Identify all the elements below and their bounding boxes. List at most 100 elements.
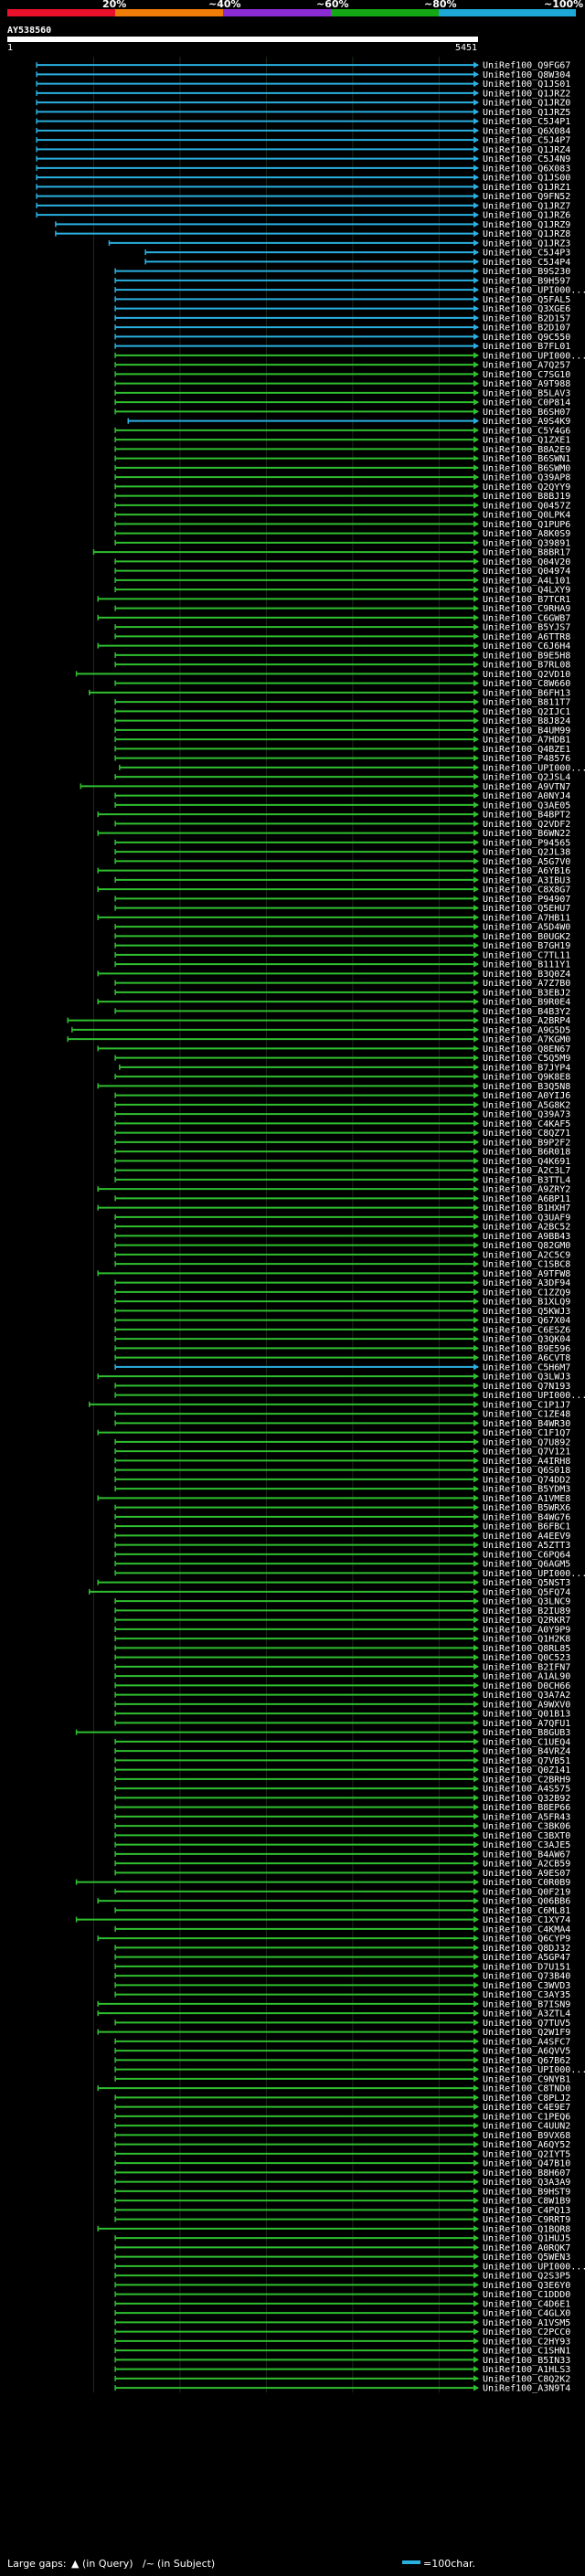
hit-row[interactable]: UniRef100_Q2QYY9 [114, 482, 570, 493]
hit-row[interactable]: UniRef100_A4SFC7 [114, 2037, 570, 2047]
hit-label[interactable]: UniRef100_A7KGM0 [483, 1035, 570, 1045]
hit-row[interactable]: UniRef100_A1VSM5 [114, 2318, 570, 2328]
hit-row[interactable]: UniRef100_B1HXH7 [97, 1203, 570, 1214]
hit-row[interactable]: UniRef100_Q5EHU7 [114, 904, 570, 914]
hit-label[interactable]: UniRef100_Q1JRZ7 [483, 201, 570, 211]
hit-label[interactable]: UniRef100_Q3QK04 [483, 1335, 570, 1345]
hit-label[interactable]: UniRef100_B8BJ19 [483, 492, 570, 502]
hit-row[interactable]: UniRef100_Q0F219 [114, 1887, 570, 1897]
hit-row[interactable]: UniRef100_B9E596 [114, 1344, 570, 1354]
hit-row[interactable]: UniRef100_B3Q0Z4 [97, 970, 570, 980]
hit-row[interactable]: UniRef100_Q6AGM5 [114, 1560, 570, 1570]
hit-row[interactable]: UniRef100_B4AW67 [114, 1850, 570, 1860]
hit-row[interactable]: UniRef100_C1SBC8 [114, 1260, 570, 1270]
hit-label[interactable]: UniRef100_Q7V121 [483, 1447, 570, 1458]
hit-row[interactable]: UniRef100_Q1JRZ6 [36, 211, 570, 221]
hit-label[interactable]: UniRef100_A7Q257 [483, 361, 570, 371]
hit-label[interactable]: UniRef100_A0YIJ6 [483, 1091, 570, 1101]
hit-row[interactable]: UniRef100_B5WRX6 [114, 1503, 570, 1513]
hit-row[interactable]: UniRef100_C5J4P4 [144, 258, 570, 268]
hit-row[interactable]: UniRef100_A4IRH8 [114, 1457, 570, 1467]
hit-row[interactable]: UniRef100_Q2IYT5 [114, 2149, 570, 2159]
hit-label[interactable]: UniRef100_A1HLS3 [483, 2365, 570, 2375]
hit-label[interactable]: UniRef100_A2C5C9 [483, 1250, 570, 1260]
hit-row[interactable]: UniRef100_B2D157 [114, 313, 570, 323]
hit-label[interactable]: UniRef100_C1F1Q7 [483, 1428, 570, 1438]
hit-label[interactable]: UniRef100_Q1JS01 [483, 80, 570, 90]
hit-row[interactable]: UniRef100_B6FBC1 [114, 1522, 570, 1532]
hit-row[interactable]: UniRef100_A0RQK7 [114, 2243, 570, 2253]
hit-row[interactable]: UniRef100_UPI000... [119, 763, 585, 773]
hit-row[interactable]: UniRef100_C7TL11 [114, 950, 570, 960]
hit-label[interactable]: UniRef100_C5J4P1 [483, 117, 570, 127]
hit-row[interactable]: UniRef100_B7FL01 [114, 342, 570, 352]
hit-row[interactable]: UniRef100_A5FR43 [114, 1812, 570, 1822]
hit-row[interactable]: UniRef100_B4BPT2 [97, 811, 570, 821]
hit-row[interactable]: UniRef100_Q04V20 [114, 557, 570, 567]
hit-label[interactable]: UniRef100_A0Y9P9 [483, 1625, 570, 1635]
hit-row[interactable]: UniRef100_Q3LWJ3 [97, 1373, 570, 1383]
hit-row[interactable]: UniRef100_Q9K8E8 [114, 1073, 570, 1083]
hit-row[interactable]: UniRef100_A9G5D5 [71, 1025, 570, 1035]
hit-row[interactable]: UniRef100_B6SWN1 [114, 454, 570, 464]
hit-label[interactable]: UniRef100_Q6X083 [483, 164, 570, 174]
hit-row[interactable]: UniRef100_Q73B40 [114, 1972, 570, 1982]
hit-label[interactable]: UniRef100_B3TTL4 [483, 1175, 570, 1185]
hit-label[interactable]: UniRef100_Q1JRZ4 [483, 145, 570, 155]
hit-row[interactable]: UniRef100_Q1HUJ5 [114, 2234, 570, 2244]
hit-row[interactable]: UniRef100_P94565 [114, 838, 570, 848]
hit-label[interactable]: UniRef100_A4IRH8 [483, 1457, 570, 1467]
hit-row[interactable]: UniRef100_B9H597 [114, 276, 570, 286]
hit-row[interactable]: UniRef100_Q82GM0 [114, 1241, 570, 1251]
hit-label[interactable]: UniRef100_B7JYP4 [483, 1063, 570, 1073]
hit-row[interactable]: UniRef100_A6YB16 [97, 866, 570, 876]
hit-label[interactable]: UniRef100_A2C3L7 [483, 1166, 570, 1176]
hit-label[interactable]: UniRef100_UPI000... [483, 2065, 585, 2075]
hit-label[interactable]: UniRef100_Q2RKR7 [483, 1616, 570, 1626]
hit-row[interactable]: UniRef100_A9S4K9 [127, 417, 570, 427]
hit-row[interactable]: UniRef100_B7RL08 [114, 661, 570, 671]
hit-label[interactable]: UniRef100_Q1JRZ1 [483, 183, 570, 193]
hit-row[interactable]: UniRef100_C3BK06 [114, 1822, 570, 1832]
hit-label[interactable]: UniRef100_B6SWM0 [483, 463, 570, 473]
hit-label[interactable]: UniRef100_Q6X084 [483, 126, 570, 136]
hit-row[interactable]: UniRef100_Q7U892 [114, 1437, 570, 1447]
hit-row[interactable]: UniRef100_B4VRZ4 [114, 1747, 570, 1757]
hit-row[interactable]: UniRef100_A6BP11 [114, 1194, 570, 1204]
hit-row[interactable]: UniRef100_Q1JRZ7 [36, 201, 570, 211]
hit-row[interactable]: UniRef100_C8W660 [114, 679, 570, 689]
hit-row[interactable]: UniRef100_A2CB59 [114, 1860, 570, 1870]
hit-label[interactable]: UniRef100_Q9FN52 [483, 192, 570, 202]
hit-label[interactable]: UniRef100_B4WR30 [483, 1419, 570, 1429]
hit-row[interactable]: UniRef100_A3DF94 [114, 1278, 570, 1288]
hit-row[interactable]: UniRef100_Q2RKR7 [114, 1616, 570, 1626]
hit-label[interactable]: UniRef100_B2D107 [483, 323, 570, 334]
hit-row[interactable]: UniRef100_Q1JS01 [36, 80, 570, 90]
hit-row[interactable]: UniRef100_B9R0E4 [97, 998, 570, 1008]
hit-label[interactable]: UniRef100_Q2JSL4 [483, 773, 570, 783]
hit-label[interactable]: UniRef100_A9TFW8 [483, 1269, 570, 1279]
hit-row[interactable]: UniRef100_B6FH13 [89, 688, 571, 698]
hit-label[interactable]: UniRef100_A5FR43 [483, 1812, 570, 1822]
hit-row[interactable]: UniRef100_C1ZE48 [114, 1410, 570, 1420]
hit-label[interactable]: UniRef100_Q5FQ74 [483, 1587, 570, 1597]
hit-row[interactable]: UniRef100_A5GP47 [114, 1953, 570, 1963]
hit-label[interactable]: UniRef100_Q6CYP9 [483, 1935, 570, 1945]
hit-label[interactable]: UniRef100_B9R0E4 [483, 998, 570, 1008]
hit-row[interactable]: UniRef100_A9TFW8 [97, 1269, 570, 1279]
hit-row[interactable]: UniRef100_C1DDD0 [114, 2290, 570, 2300]
hit-label[interactable]: UniRef100_Q4BZE1 [483, 745, 570, 755]
hit-label[interactable]: UniRef100_B8BR17 [483, 548, 570, 558]
hit-label[interactable]: UniRef100_Q2JL38 [483, 848, 570, 858]
hit-label[interactable]: UniRef100_C4D6E1 [483, 2299, 570, 2309]
hit-label[interactable]: UniRef100_Q2IYT5 [483, 2149, 570, 2159]
hit-row[interactable]: UniRef100_A5D4W0 [114, 923, 570, 933]
hit-row[interactable]: UniRef100_D7U151 [114, 1962, 570, 1972]
hit-row[interactable]: UniRef100_Q1JRZ1 [36, 183, 570, 193]
hit-row[interactable]: UniRef100_Q8DJ32 [114, 1944, 570, 1954]
hit-row[interactable]: UniRef100_A9ES07 [114, 1869, 570, 1879]
hit-label[interactable]: UniRef100_Q01B13 [483, 1710, 570, 1720]
hit-label[interactable]: UniRef100_C1PEQ6 [483, 2112, 570, 2122]
hit-row[interactable]: UniRef100_Q32B92 [114, 1794, 570, 1804]
hit-row[interactable]: UniRef100_Q2VDF2 [114, 820, 570, 830]
